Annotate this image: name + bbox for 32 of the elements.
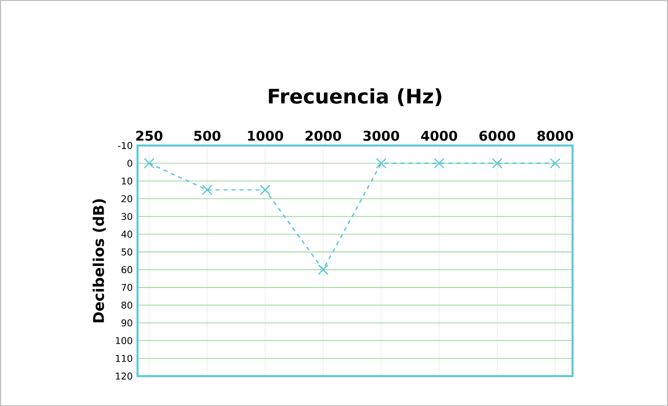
point [260,184,270,196]
y-tick-label: 100 [116,336,132,344]
point [202,184,212,196]
y-tick-label: 10 [122,177,132,184]
x-tick-label: 8000 [537,130,574,141]
x-tick-label: 6000 [479,130,516,141]
point [144,158,154,168]
y-tick-label: 30 [122,212,132,220]
point [434,158,444,168]
x-tick-label: 500 [194,130,220,141]
y-tick-label: -10 [118,142,132,149]
x-tick-label: 250 [136,130,162,141]
y-tick-label: 50 [122,248,132,256]
y-tick-label: 90 [121,319,132,326]
y-tick-label: 20 [122,195,132,202]
point [376,158,386,168]
x-axis-title: Frecuencia (Hz) [268,88,442,106]
x-tick-label: 4000 [421,130,458,141]
y-tick-label: 60 [122,266,132,274]
y-tick-label: 110 [116,354,132,362]
y-tick-label: 120 [116,372,132,380]
x-tick-label: 2000 [306,130,342,141]
y-tick-label: 70 [122,284,132,291]
y-tick-label: 40 [121,230,132,238]
x-tick-label: 3000 [363,130,400,141]
y-axis-title: Decibelios (dB) [92,199,106,322]
y-tick-label: 80 [122,301,132,309]
x-tick-label: 1000 [248,130,284,141]
point [318,264,328,275]
point [550,158,560,168]
y-tick-label: 0 [127,160,132,167]
point [492,158,502,168]
